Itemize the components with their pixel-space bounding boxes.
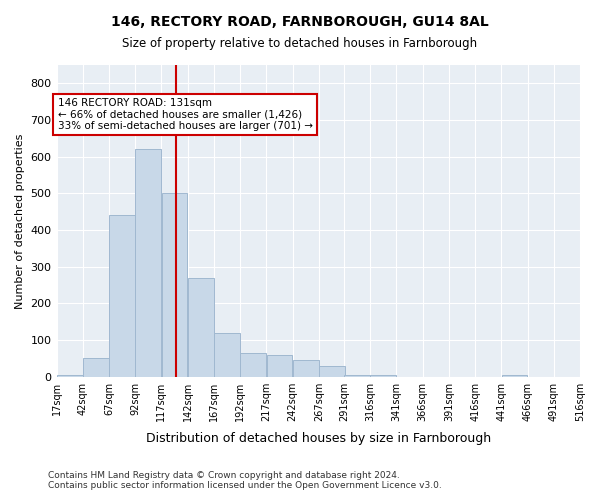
Y-axis label: Number of detached properties: Number of detached properties [15, 133, 25, 308]
Bar [136, 150, 161, 376]
X-axis label: Distribution of detached houses by size in Farnborough: Distribution of detached houses by size … [146, 432, 491, 445]
Bar [293, 360, 319, 376]
Bar [370, 375, 396, 376]
Text: Size of property relative to detached houses in Farnborough: Size of property relative to detached ho… [122, 38, 478, 51]
Bar [162, 194, 187, 376]
Bar [188, 278, 214, 376]
Text: 146 RECTORY ROAD: 131sqm
← 66% of detached houses are smaller (1,426)
33% of sem: 146 RECTORY ROAD: 131sqm ← 66% of detach… [58, 98, 313, 131]
Bar [241, 353, 266, 376]
Bar [266, 354, 292, 376]
Text: 146, RECTORY ROAD, FARNBOROUGH, GU14 8AL: 146, RECTORY ROAD, FARNBOROUGH, GU14 8AL [111, 15, 489, 29]
Bar [344, 375, 370, 376]
Text: Contains HM Land Registry data © Crown copyright and database right 2024.
Contai: Contains HM Land Registry data © Crown c… [48, 470, 442, 490]
Bar [214, 332, 240, 376]
Bar [83, 358, 109, 376]
Bar [319, 366, 345, 376]
Bar [502, 375, 527, 376]
Bar [57, 375, 83, 376]
Bar [109, 216, 135, 376]
